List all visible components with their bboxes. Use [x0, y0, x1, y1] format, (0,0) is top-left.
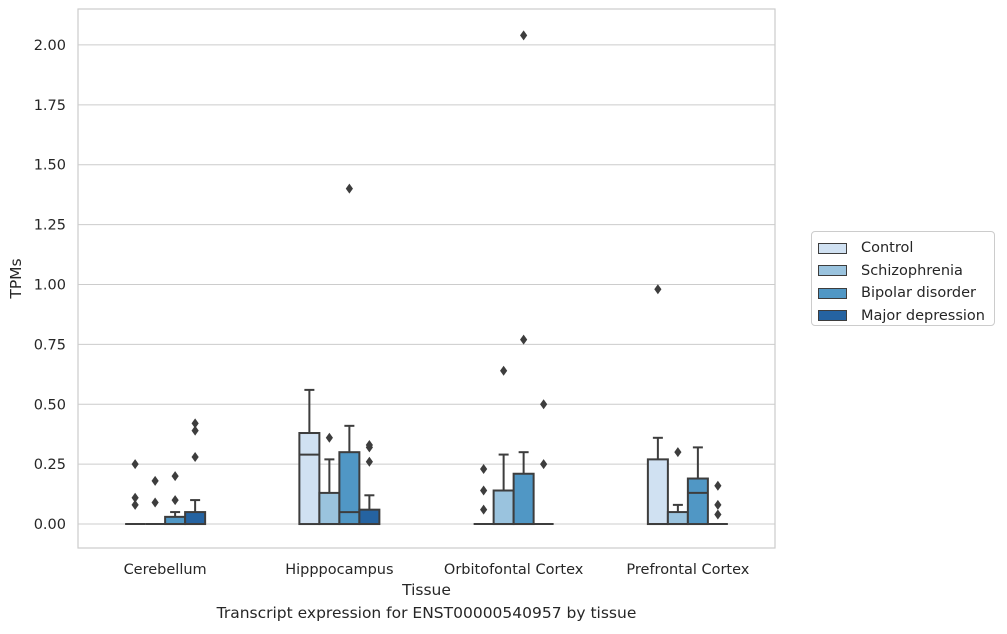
outlier-point	[520, 30, 528, 41]
box	[492, 489, 515, 526]
outlier-point	[151, 497, 159, 508]
legend-item: Control	[818, 237, 994, 260]
outlier-point	[480, 485, 488, 496]
outlier-point	[674, 447, 682, 458]
box	[666, 511, 689, 526]
outlier-point	[171, 495, 179, 506]
outlier-point	[131, 499, 139, 510]
box	[358, 508, 381, 526]
outlier-point	[131, 459, 139, 470]
outlier-point	[714, 480, 722, 491]
legend-item: Schizophrenia	[818, 260, 994, 283]
box	[646, 458, 669, 526]
y-tick-label: 0.25	[34, 457, 66, 473]
legend-item: Bipolar disorder	[818, 282, 994, 305]
x-axis-label: Tissue	[401, 581, 451, 599]
box	[164, 515, 187, 526]
y-tick-label: 0.50	[34, 397, 66, 413]
chart-legend: Control Schizophrenia Bipolar disorder Majo…	[811, 231, 995, 326]
box	[184, 511, 207, 526]
outlier-point	[714, 509, 722, 520]
legend-item: Major depression	[818, 305, 994, 328]
outlier-point	[131, 492, 139, 503]
outlier-point	[365, 442, 373, 453]
outlier-point	[480, 504, 488, 515]
outlier-point	[500, 365, 508, 376]
outlier-point	[345, 183, 353, 194]
chart-caption: Transcript expression for ENST0000054095…	[216, 604, 637, 622]
outlier-point	[480, 463, 488, 474]
x-tick-label: Cerebellum	[124, 562, 207, 578]
x-tick-label: Prefrontal Cortex	[626, 562, 749, 578]
legend-swatch	[818, 242, 847, 254]
y-tick-label: 2.00	[34, 38, 66, 54]
outlier-point	[714, 499, 722, 510]
box	[338, 451, 361, 526]
y-tick-label: 0.00	[34, 517, 66, 533]
outlier-point	[540, 459, 548, 470]
outlier-point	[191, 451, 199, 462]
legend-label: Schizophrenia	[861, 262, 963, 279]
outlier-point	[191, 425, 199, 436]
outlier-point	[540, 399, 548, 410]
legend-swatch	[818, 287, 847, 299]
legend-swatch	[818, 265, 847, 277]
legend-label: Major depression	[861, 307, 985, 324]
outlier-point	[654, 284, 662, 295]
y-tick-label: 1.25	[34, 218, 66, 234]
legend-label: Bipolar disorder	[861, 285, 976, 302]
outlier-point	[151, 475, 159, 486]
y-tick-label: 1.75	[34, 98, 66, 114]
box	[686, 477, 709, 526]
box	[318, 491, 341, 526]
x-tick-label: Hipppocampus	[285, 562, 393, 578]
y-tick-label: 1.50	[34, 158, 66, 174]
outlier-point	[365, 456, 373, 467]
box	[298, 432, 321, 526]
outlier-point	[171, 471, 179, 482]
box	[512, 472, 535, 526]
y-tick-label: 1.00	[34, 277, 66, 293]
x-tick-label: Orbitofontal Cortex	[444, 562, 584, 578]
legend-swatch	[818, 310, 847, 322]
outlier-point	[191, 418, 199, 429]
legend-label: Control	[861, 240, 914, 257]
y-tick-label: 0.75	[34, 337, 66, 353]
plot-frame	[77, 8, 776, 549]
outlier-point	[520, 334, 528, 345]
y-axis-label: TPMs	[7, 258, 25, 299]
outlier-point	[325, 432, 333, 443]
